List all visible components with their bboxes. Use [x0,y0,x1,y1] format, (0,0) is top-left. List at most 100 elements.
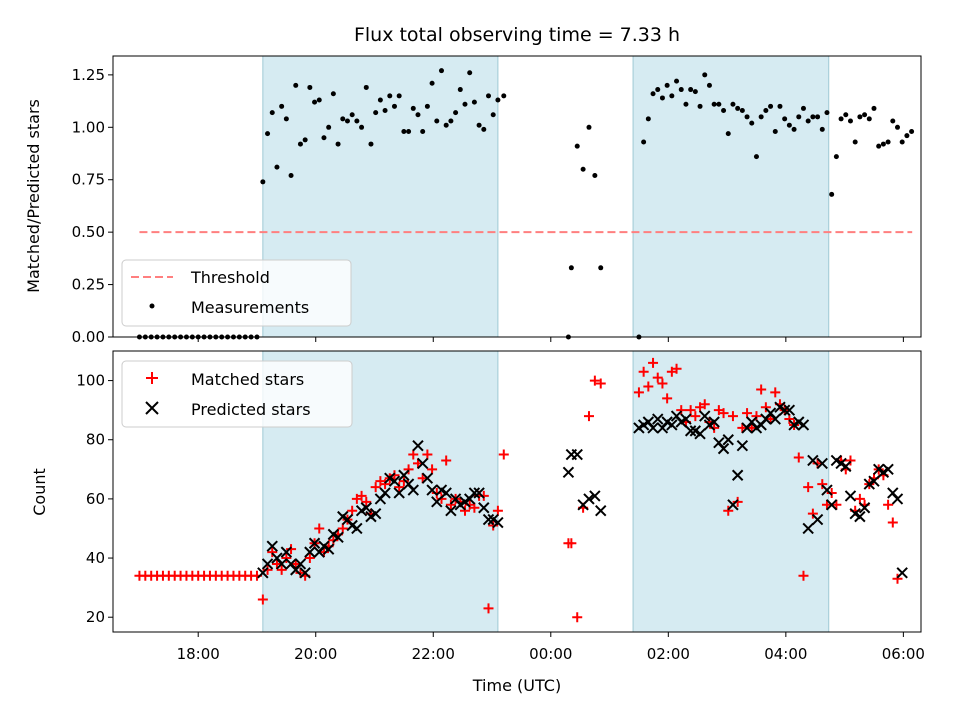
bottom-legend-box [121,360,353,428]
matched-star-point [286,544,297,555]
matched-star-point [652,372,663,383]
predicted-star-point [816,457,828,470]
matched-star-point [887,517,898,528]
predicted-star-point [440,487,452,499]
measurement-point [312,99,318,105]
measurement-point [641,139,647,145]
legend-measurements-marker [149,303,155,309]
measurement-point [744,114,750,120]
predicted-star-point [717,442,730,455]
matched-star-point [676,405,687,416]
top-legend: Threshold Measurements [121,259,352,327]
measurement-point [683,101,689,107]
measurement-point [410,105,416,111]
predicted-star-point [821,484,833,496]
predicted-star-point [257,567,269,579]
bottom-y-axis-label: Count [30,468,49,516]
y-tick-label: 20 [86,608,105,626]
measurement-point [382,108,388,114]
measurement-point [274,164,280,170]
predicted-star-point [840,460,852,473]
matched-star-point [760,402,771,413]
matched-star-point [798,570,809,581]
matched-star-point [445,499,456,510]
measurement-point [862,112,868,118]
matched-star-point [431,487,442,498]
y-tick-label: 0.25 [72,276,105,294]
measurement-point [659,95,665,101]
predicted-star-point [322,543,335,555]
predicted-star-point [478,502,490,514]
measurement-point [269,110,275,116]
matched-star-point [441,455,452,466]
measurement-point [894,124,900,130]
measurement-point [387,93,393,99]
x-tick-label: 00:00 [529,645,572,663]
measurement-point [424,103,430,109]
measurement-point [335,141,341,147]
measurement-point [377,97,383,103]
top-y-ticks: 0.00 0.25 0.50 0.75 1.00 1.25 [72,66,113,346]
measurement-point [669,93,675,99]
measurement-point [481,126,487,132]
measurement-point [485,93,491,99]
matched-star-point [784,414,795,425]
predicted-star-point [351,522,363,535]
measurement-point [349,112,355,118]
legend-measurements-label: Measurements [191,298,309,317]
predicted-star-point [868,475,880,487]
measurement-point [645,116,651,122]
measurement-point [655,87,661,93]
measurement-point [293,82,299,88]
measurement-point [401,128,407,134]
matched-star-point [583,411,594,422]
top-legend-box [121,259,352,327]
predicted-star-point [694,428,706,440]
measurement-point [706,82,712,88]
predicted-star-point [412,439,424,452]
measurement-point [344,118,350,124]
x-tick-label: 20:00 [294,645,337,663]
measurement-point [843,112,849,118]
measurement-point [415,112,421,118]
predicted-star-point [802,522,814,535]
matched-star-point [370,482,381,493]
top-axes-frame [112,55,922,338]
measurement-point [890,118,896,124]
predicted-star-point [416,457,429,470]
measurement-point [664,82,670,88]
bottom-panel: 20 40 60 80 100 18:00 20:00 22:00 00:00 02:00 04:… [30,351,925,695]
predicted-star-point [492,516,504,529]
y-tick-label: 1.00 [72,118,105,136]
matched-star-point [257,594,268,605]
measurement-point [260,179,266,185]
measurement-point [772,128,778,134]
predicted-star-point [699,410,711,422]
measurement-point [721,108,727,114]
predicted-star-point [398,469,410,481]
matched-star-point [403,464,414,475]
measurement-point [265,131,271,137]
matched-star-point [803,482,814,493]
bottom-observing-windows [262,350,830,633]
predicted-star-point [736,439,749,452]
measurement-point [443,122,449,128]
measurement-point [899,139,905,145]
measurement-point [702,72,708,78]
matched-star-point [671,363,682,374]
measurement-point [467,70,473,76]
predicted-star-point [445,505,457,517]
predicted-star-point [571,448,583,461]
measurement-point [758,114,764,120]
matched-star-point [648,357,659,368]
legend-predicted-label: Predicted stars [191,400,311,419]
predicted-star-point [797,419,810,431]
bottom-axes-frame [112,350,922,633]
legend-matched-label: Matched stars [191,370,304,389]
measurement-point [876,143,882,149]
matched-star-point [408,449,419,460]
x-tick-label: 22:00 [412,645,455,663]
matched-star-point [685,405,696,416]
predicted-star-point [727,499,739,511]
predicted-star-point [275,558,288,570]
